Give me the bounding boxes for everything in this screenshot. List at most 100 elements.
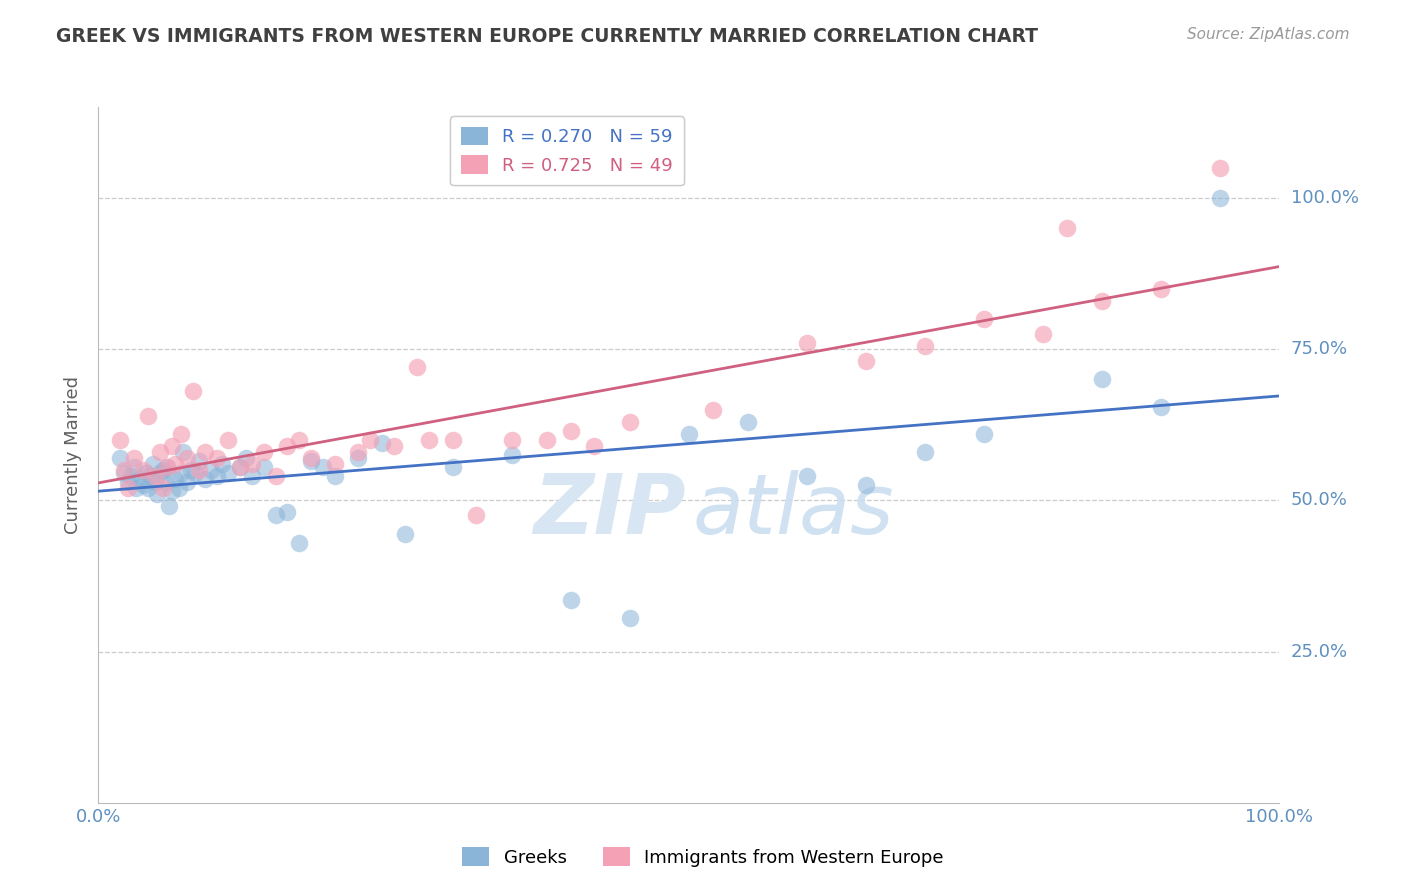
Point bbox=[160, 484, 183, 499]
Point bbox=[796, 336, 818, 351]
Point bbox=[149, 445, 172, 459]
Point bbox=[855, 478, 877, 492]
Point bbox=[1150, 281, 1173, 295]
Text: GREEK VS IMMIGRANTS FROM WESTERN EUROPE CURRENTLY MARRIED CORRELATION CHART: GREEK VS IMMIGRANTS FROM WESTERN EUROPE … bbox=[56, 27, 1038, 45]
Point bbox=[217, 433, 239, 447]
Point bbox=[194, 472, 217, 486]
Point bbox=[135, 466, 157, 480]
Point bbox=[108, 433, 131, 447]
Point bbox=[347, 450, 370, 465]
Point bbox=[973, 311, 995, 326]
Point bbox=[394, 526, 416, 541]
Point bbox=[142, 457, 165, 471]
Point bbox=[132, 478, 155, 492]
Point bbox=[165, 457, 187, 471]
Point bbox=[160, 439, 183, 453]
Point bbox=[560, 424, 582, 438]
Point bbox=[235, 450, 257, 465]
Point bbox=[264, 508, 287, 523]
Point bbox=[172, 445, 194, 459]
Point bbox=[323, 457, 346, 471]
Point bbox=[501, 433, 523, 447]
Point bbox=[157, 500, 180, 514]
Point bbox=[288, 535, 311, 549]
Point bbox=[619, 611, 641, 625]
Text: 100.0%: 100.0% bbox=[1291, 189, 1358, 207]
Point bbox=[1209, 161, 1232, 175]
Point bbox=[112, 463, 135, 477]
Point bbox=[180, 463, 202, 477]
Point bbox=[139, 469, 162, 483]
Point bbox=[128, 472, 150, 486]
Point bbox=[253, 460, 276, 475]
Point bbox=[146, 487, 169, 501]
Point bbox=[229, 460, 252, 475]
Point bbox=[359, 433, 381, 447]
Text: 25.0%: 25.0% bbox=[1291, 642, 1348, 661]
Point bbox=[418, 433, 440, 447]
Point bbox=[288, 433, 311, 447]
Point bbox=[194, 445, 217, 459]
Point bbox=[156, 460, 179, 475]
Point bbox=[914, 339, 936, 353]
Point bbox=[229, 460, 252, 475]
Point bbox=[170, 426, 193, 441]
Point bbox=[187, 463, 209, 477]
Legend: R = 0.270   N = 59, R = 0.725   N = 49: R = 0.270 N = 59, R = 0.725 N = 49 bbox=[450, 116, 683, 186]
Point bbox=[441, 433, 464, 447]
Point bbox=[702, 402, 724, 417]
Point bbox=[181, 384, 204, 399]
Point bbox=[465, 508, 488, 523]
Point bbox=[217, 466, 239, 480]
Point bbox=[156, 460, 179, 475]
Point bbox=[143, 469, 166, 483]
Point bbox=[619, 415, 641, 429]
Point bbox=[1032, 326, 1054, 341]
Text: atlas: atlas bbox=[693, 470, 894, 551]
Text: Source: ZipAtlas.com: Source: ZipAtlas.com bbox=[1187, 27, 1350, 42]
Point bbox=[184, 466, 207, 480]
Point bbox=[312, 460, 335, 475]
Point bbox=[276, 505, 298, 519]
Point bbox=[678, 426, 700, 441]
Point bbox=[240, 457, 263, 471]
Point bbox=[187, 454, 209, 468]
Point bbox=[211, 457, 233, 471]
Point bbox=[112, 466, 135, 480]
Point bbox=[299, 454, 322, 468]
Legend: Greeks, Immigrants from Western Europe: Greeks, Immigrants from Western Europe bbox=[456, 840, 950, 874]
Point bbox=[155, 475, 177, 490]
Point bbox=[536, 433, 558, 447]
Point bbox=[136, 409, 159, 423]
Point bbox=[253, 445, 276, 459]
Point bbox=[121, 469, 143, 483]
Point bbox=[796, 469, 818, 483]
Point bbox=[200, 463, 222, 477]
Point bbox=[1091, 293, 1114, 308]
Point bbox=[152, 463, 174, 477]
Point bbox=[323, 469, 346, 483]
Point bbox=[167, 481, 190, 495]
Point bbox=[737, 415, 759, 429]
Point bbox=[165, 472, 187, 486]
Point bbox=[973, 426, 995, 441]
Point bbox=[441, 460, 464, 475]
Point bbox=[583, 439, 606, 453]
Point bbox=[299, 450, 322, 465]
Y-axis label: Currently Married: Currently Married bbox=[65, 376, 83, 534]
Point bbox=[1091, 372, 1114, 386]
Point bbox=[117, 475, 139, 490]
Point bbox=[136, 481, 159, 495]
Point bbox=[501, 448, 523, 462]
Point bbox=[914, 445, 936, 459]
Point bbox=[132, 463, 155, 477]
Point bbox=[152, 481, 174, 495]
Point bbox=[276, 439, 298, 453]
Point bbox=[560, 593, 582, 607]
Point bbox=[1150, 400, 1173, 414]
Point bbox=[143, 475, 166, 490]
Point bbox=[122, 460, 145, 475]
Point bbox=[1209, 191, 1232, 205]
Point bbox=[108, 450, 131, 465]
Point bbox=[205, 450, 228, 465]
